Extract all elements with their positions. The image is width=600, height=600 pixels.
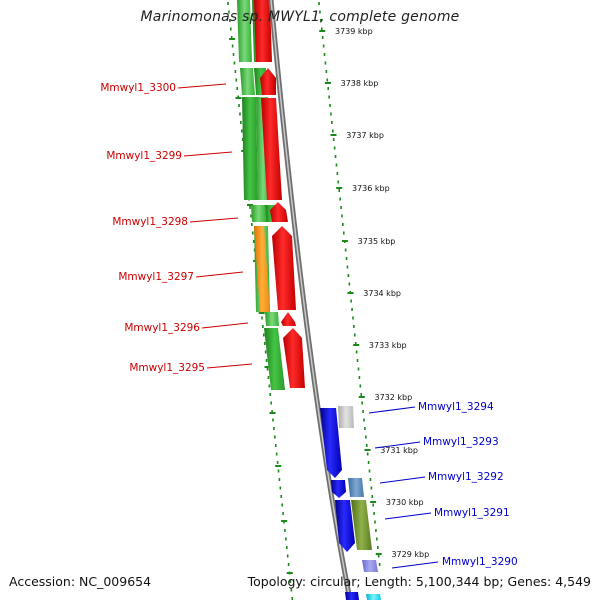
gene-arrow-3291 <box>335 500 355 552</box>
gene-leader-line <box>183 151 233 157</box>
gene-arrow-3294 <box>320 408 342 478</box>
gene-label[interactable]: Mmwyl1_3297 <box>118 271 194 283</box>
gene-label[interactable]: Mmwyl1_3298 <box>112 216 188 228</box>
accession-text: Accession: NC_009654 <box>9 574 152 589</box>
scale-label: 3730 kbp <box>386 498 424 507</box>
gene-label[interactable]: Mmwyl1_3295 <box>129 362 205 374</box>
scale-label: 3733 kbp <box>369 341 407 350</box>
gene-label[interactable]: Mmwyl1_3294 <box>418 401 494 413</box>
gene-leader-line <box>379 476 426 484</box>
gene-arrow-3298 <box>270 202 288 222</box>
gene-leader-line <box>189 217 239 223</box>
gene-leader-line <box>206 363 253 369</box>
gene-label[interactable]: Mmwyl1_3291 <box>434 507 510 519</box>
scale-label: 3729 kbp <box>391 550 429 559</box>
scale-label: 3732 kbp <box>375 393 413 402</box>
gc-ruler-right <box>318 2 382 566</box>
forward-gene-labels: Mmwyl1_3300 Mmwyl1_3299 Mmwyl1_3298 Mmwyl1_… <box>100 82 253 374</box>
page-title: Marinomonas sp. MWYL1, complete genome <box>140 9 460 25</box>
gene-arrow-3289b <box>345 592 359 600</box>
gene-arrow-3296 <box>281 312 296 326</box>
gene-arrow-3295 <box>283 328 305 388</box>
gene-label[interactable]: Mmwyl1_3293 <box>423 436 499 448</box>
scale-label: 3738 kbp <box>341 79 379 88</box>
gene-arrow-3290 <box>362 560 378 572</box>
gene-arrow-3299 <box>261 98 282 200</box>
gene-leader-line <box>177 83 227 89</box>
gene-label[interactable]: Mmwyl1_3299 <box>106 150 182 162</box>
reverse-gene-arrows <box>320 406 381 600</box>
gene-arrow-3299a <box>260 68 276 95</box>
scale-label: 3731 kbp <box>380 446 418 455</box>
gene-arrow-3291b <box>351 500 372 550</box>
scale-label: 3735 kbp <box>358 237 396 246</box>
kbp-scale: 3739 kbp 3738 kbp 3737 kbp 3736 kbp 3735 kbp… <box>335 27 429 559</box>
scale-label: 3736 kbp <box>352 184 390 193</box>
reverse-gene-labels: Mmwyl1_3294 Mmwyl1_3293 Mmwyl1_3292 Mmwyl1_… <box>368 401 518 569</box>
gene-leader-line <box>391 561 439 569</box>
gene-leader-line <box>368 406 416 414</box>
gene-arrow-3289 <box>366 594 381 600</box>
scale-label: 3737 kbp <box>346 131 384 140</box>
gene-leader-line <box>195 271 244 278</box>
genome-backbone <box>268 0 353 600</box>
topology-summary: Topology: circular; Length: 5,100,344 bp… <box>247 574 591 589</box>
gene-leader-line <box>384 512 432 520</box>
gene-arrow-3292 <box>331 480 346 498</box>
gene-arrow-3300 <box>254 0 272 62</box>
scale-label: 3739 kbp <box>335 27 373 36</box>
gene-label[interactable]: Mmwyl1_3292 <box>428 471 504 483</box>
forward-gene-arrows <box>254 0 305 388</box>
gene-leader-line <box>201 322 249 329</box>
gene-arrow-3293 <box>338 406 354 428</box>
scale-label: 3734 kbp <box>363 289 401 298</box>
gene-label[interactable]: Mmwyl1_3300 <box>100 82 176 94</box>
gene-label[interactable]: Mmwyl1_3290 <box>442 556 518 568</box>
gene-arrow-3297 <box>272 226 296 310</box>
gene-arrow-3292b <box>348 478 364 497</box>
orange-segment <box>254 226 270 312</box>
gene-label[interactable]: Mmwyl1_3296 <box>124 322 200 334</box>
gene-leader-line <box>374 441 421 449</box>
